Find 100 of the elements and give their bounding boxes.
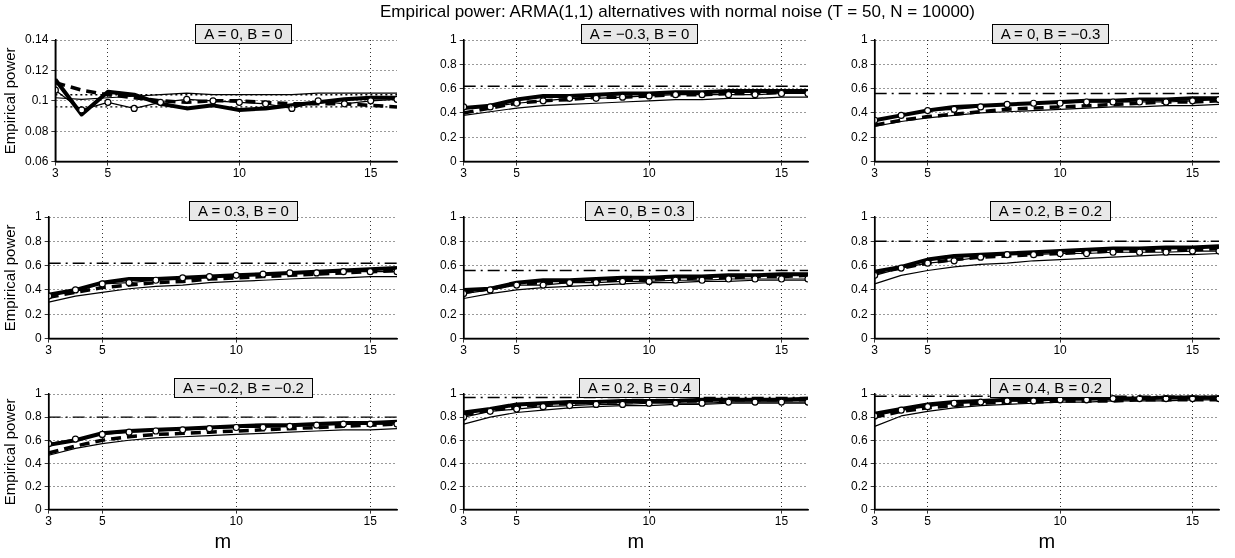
- x-tick-label: 5: [513, 343, 521, 358]
- x-tick-label: 3: [871, 166, 879, 181]
- y-tick-label: 0: [34, 501, 42, 516]
- y-tick-label: 0.8: [850, 56, 868, 71]
- x-tick-label: 5: [513, 166, 521, 181]
- x-tick-label: 15: [1185, 514, 1200, 529]
- x-tick-label: 15: [1185, 166, 1200, 181]
- x-tick-label: 10: [229, 343, 244, 358]
- y-tick-label: 0.14: [25, 32, 49, 47]
- y-tick-label: 0.6: [439, 80, 457, 95]
- y-tick-label: 1: [449, 32, 457, 47]
- x-tick-label: 10: [1053, 514, 1068, 529]
- chart-title: A = 0.2, B = 0.4: [578, 378, 701, 398]
- y-tick-label: 0.6: [24, 257, 42, 272]
- y-tick-label: 0.2: [850, 306, 868, 321]
- y-tick-label: 0: [449, 330, 457, 345]
- y-tick-label: 0.06: [25, 153, 49, 168]
- y-tick-label: 0.4: [24, 282, 42, 297]
- y-tick-label: 1: [34, 209, 42, 224]
- y-tick-label: 0: [449, 153, 457, 168]
- x-tick-label: 15: [774, 343, 789, 358]
- y-tick-label: 0.8: [24, 409, 42, 424]
- y-axis-title: Empirical power: [1, 47, 19, 155]
- x-tick-label: 5: [98, 343, 106, 358]
- y-tick-label: 1: [449, 209, 457, 224]
- y-tick-label: 0.1: [31, 93, 49, 108]
- y-tick-label: 0.8: [439, 409, 457, 424]
- x-tick-label: 10: [1053, 166, 1068, 181]
- y-tick-label: 0.2: [850, 129, 868, 144]
- y-tick-label: 0: [34, 330, 42, 345]
- chart-title: A = 0.3, B = 0: [189, 201, 298, 221]
- y-tick-label: 0.4: [850, 455, 868, 470]
- y-tick-label: 0.2: [24, 306, 42, 321]
- y-tick-label: 1: [860, 209, 868, 224]
- y-tick-label: 0: [860, 330, 868, 345]
- x-tick-label: 5: [924, 166, 932, 181]
- x-tick-label: 3: [871, 343, 879, 358]
- y-tick-label: 0.8: [439, 56, 457, 71]
- x-tick-label: 5: [98, 514, 106, 529]
- chart-title: A = 0, B = 0: [195, 24, 292, 44]
- x-axis-title: m: [627, 529, 645, 552]
- x-tick-label: 5: [924, 343, 932, 358]
- y-tick-label: 1: [860, 386, 868, 401]
- y-tick-label: 0.4: [850, 282, 868, 297]
- y-tick-label: 0.2: [439, 129, 457, 144]
- y-tick-label: 0.8: [24, 233, 42, 248]
- y-tick-label: 0.6: [850, 432, 868, 447]
- y-axis-title: Empirical power: [1, 224, 19, 332]
- y-tick-label: 0.6: [24, 432, 42, 447]
- x-tick-label: 3: [52, 166, 60, 181]
- y-tick-label: 1: [449, 386, 457, 401]
- y-tick-label: 0: [860, 153, 868, 168]
- chart-title: A = 0.4, B = 0.2: [989, 378, 1112, 398]
- chart-title: A = 0.2, B = 0.2: [989, 201, 1112, 221]
- x-tick-label: 3: [460, 514, 468, 529]
- x-axis-title: m: [1038, 529, 1056, 552]
- y-tick-label: 0.6: [850, 80, 868, 95]
- x-tick-label: 3: [460, 343, 468, 358]
- x-tick-label: 3: [871, 514, 879, 529]
- x-axis-title: m: [214, 529, 232, 552]
- y-tick-label: 0.2: [850, 478, 868, 493]
- y-tick-label: 0.2: [439, 478, 457, 493]
- y-tick-label: 0: [449, 501, 457, 516]
- x-tick-label: 15: [774, 514, 789, 529]
- y-tick-label: 0.4: [439, 455, 457, 470]
- y-tick-label: 0.4: [439, 282, 457, 297]
- y-tick-label: 0.12: [25, 62, 49, 77]
- y-tick-label: 0.6: [439, 257, 457, 272]
- x-tick-label: 5: [513, 514, 521, 529]
- y-tick-label: 0.6: [439, 432, 457, 447]
- y-tick-label: 0.8: [439, 233, 457, 248]
- chart-title: A = −0.2, B = −0.2: [174, 378, 313, 398]
- x-tick-label: 5: [924, 514, 932, 529]
- x-tick-label: 10: [642, 166, 657, 181]
- chart-title: A = 0, B = 0.3: [585, 201, 694, 221]
- y-tick-label: 0.4: [24, 455, 42, 470]
- x-tick-label: 10: [229, 514, 244, 529]
- y-tick-label: 0: [860, 501, 868, 516]
- y-tick-label: 0.4: [439, 105, 457, 120]
- x-tick-label: 10: [642, 514, 657, 529]
- x-tick-label: 15: [363, 343, 378, 358]
- x-tick-label: 3: [45, 343, 53, 358]
- y-tick-label: 0.4: [850, 105, 868, 120]
- x-tick-label: 10: [1053, 343, 1068, 358]
- x-tick-label: 3: [45, 514, 53, 529]
- y-tick-label: 0.6: [850, 257, 868, 272]
- x-tick-label: 15: [774, 166, 789, 181]
- x-tick-label: 10: [642, 343, 657, 358]
- x-tick-label: 15: [1185, 343, 1200, 358]
- x-tick-label: 10: [232, 166, 247, 181]
- chart-title: A = −0.3, B = 0: [580, 24, 699, 44]
- y-tick-label: 1: [860, 32, 868, 47]
- y-tick-label: 0.2: [24, 478, 42, 493]
- chart-title: A = 0, B = −0.3: [991, 24, 1110, 44]
- text: Empirical power: ARMA(1,1) alternatives with normal noise (T = 50, N = 10000): [379, 1, 976, 23]
- y-tick-label: 1: [34, 386, 42, 401]
- x-tick-label: 15: [364, 166, 378, 181]
- y-axis-title: Empirical power: [1, 398, 19, 506]
- y-tick-label: 0.8: [850, 409, 868, 424]
- y-tick-label: 0.2: [439, 306, 457, 321]
